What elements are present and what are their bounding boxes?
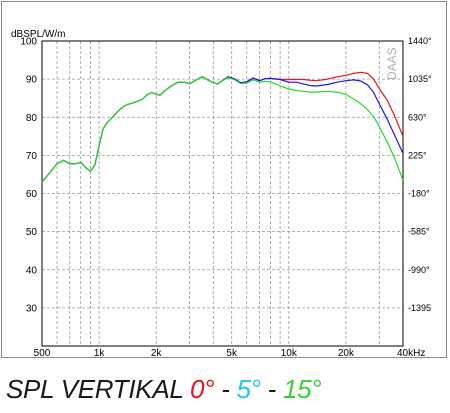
x-axis-ticks: 500 1k 2k 5k 10k 20k 40kHz [34,348,426,359]
series-line [41,76,404,183]
x-tick-label: 40kHz [397,348,425,359]
phase-tick-label: -990° [408,265,430,275]
y-tick-label: 30 [26,303,38,314]
y-axis-ticks: 100 90 80 70 60 50 40 30 [20,37,37,315]
spl-chart: dBSPL/W/m DAAS 500 1k 2k 5k 10k 20k 40kHz 100 9… [11,29,432,359]
y-tick-label: 40 [26,265,38,276]
chart-caption: SPL VERTIKAL 0° - 5° - 15° [6,374,322,408]
phase-tick-label: 225° [408,150,427,160]
y-axis-label: dBSPL/W/m [11,29,65,40]
phase-tick-label: 630° [408,112,427,122]
phase-tick-label: 1035° [408,74,432,84]
plot-frame [41,40,404,347]
daas-watermark: DAAS [385,47,399,80]
x-tick-label: 20k [338,348,355,359]
caption-angle-0: 0° [190,374,215,404]
y-tick-label: 90 [26,75,38,86]
y-tick-label: 50 [26,227,38,238]
phase-axis-ticks: 1440° 1035° 630° 225° -180° -585° -990° -1395 [408,36,432,313]
x-tick-label: 1k [94,348,106,359]
caption-separator: - [260,374,283,404]
y-tick-label: 60 [26,189,38,200]
caption-separator: - [214,374,237,404]
y-tick-label: 70 [26,151,38,162]
caption-angle-5: 5° [236,374,261,404]
x-tick-label: 500 [34,348,51,359]
y-tick-label: 100 [20,37,37,48]
x-tick-label: 2k [151,348,163,359]
chart-panel: dBSPL/W/m DAAS 500 1k 2k 5k 10k 20k 40kHz 100 9… [1,1,447,359]
series-lines [41,71,404,183]
caption-angle-15: 15° [282,374,322,404]
y-tick-label: 80 [26,113,38,124]
grid [42,41,403,346]
x-tick-label: 10k [281,348,298,359]
phase-tick-label: 1440° [408,36,432,46]
panel-border [1,1,447,358]
phase-tick-label: -585° [408,227,430,237]
x-tick-label: 5k [226,348,238,359]
phase-tick-label: -180° [408,189,430,199]
caption-title: SPL VERTIKAL [6,374,190,404]
phase-tick-label: -1395 [408,303,431,313]
